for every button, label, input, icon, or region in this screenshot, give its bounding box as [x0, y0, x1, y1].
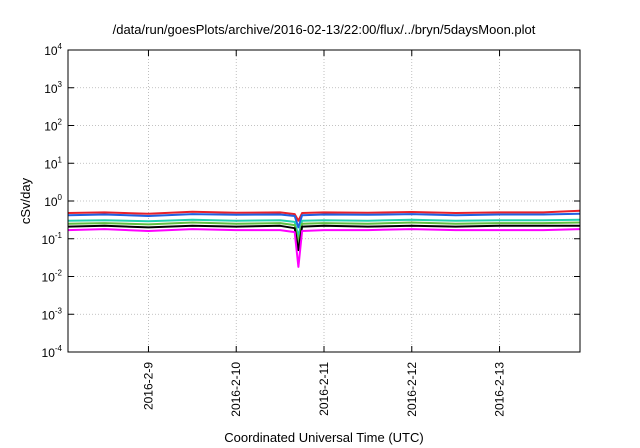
grid [68, 50, 580, 352]
x-tick-label: 2016-2-9 [141, 362, 155, 410]
series-line-5 [67, 224, 580, 252]
y-ticks: 10-4 10-3 10-2 10-1 100 101 102 103 104 [42, 42, 580, 360]
series-line-2 [67, 212, 581, 229]
y-tick-label: 10-4 [42, 344, 63, 360]
x-ticks: 2016-2-9 2016-2-10 2016-2-11 2016-2-12 2016-… [141, 50, 507, 417]
y-tick-label: 101 [44, 155, 62, 171]
y-axis-label: cSv/day [18, 177, 33, 224]
x-axis-label: Coordinated Universal Time (UTC) [224, 430, 423, 445]
y-tick-label: 10-1 [42, 231, 63, 247]
y-tick-label: 100 [44, 193, 62, 209]
x-tick-label: 2016-2-12 [405, 362, 419, 417]
y-tick-label: 10-2 [42, 269, 63, 285]
y-tick-label: 10-3 [42, 306, 63, 322]
y-tick-label: 103 [44, 80, 62, 96]
x-tick-label: 2016-2-11 [317, 362, 331, 416]
x-tick-label: 2016-2-10 [229, 362, 243, 417]
x-tick-label: 2016-2-13 [493, 362, 507, 417]
series-line-1 [67, 209, 581, 222]
series-line-6 [67, 228, 581, 268]
y-tick-label: 102 [44, 118, 62, 134]
y-tick-label: 104 [44, 42, 62, 58]
chart-title: /data/run/goesPlots/archive/2016-02-13/2… [113, 22, 536, 37]
series-group [67, 209, 581, 268]
